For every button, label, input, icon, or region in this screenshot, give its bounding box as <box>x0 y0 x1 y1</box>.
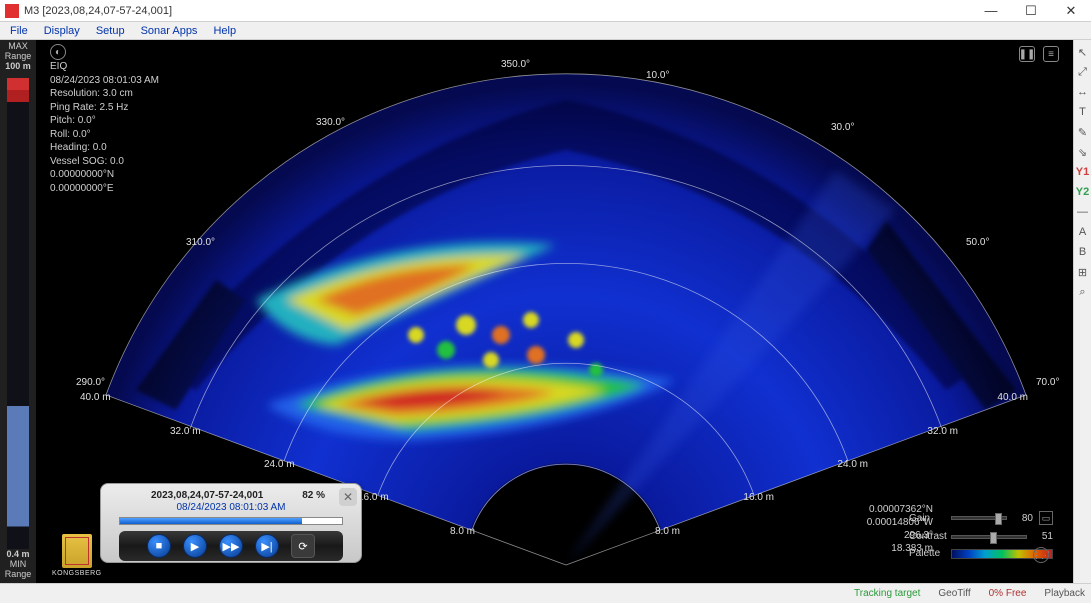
bearing-30: 30.0° <box>831 122 854 133</box>
contrast-value: 51 <box>1031 531 1053 542</box>
range-r-40: 40.0 m <box>997 392 1028 403</box>
bearing-290: 290.0° <box>76 377 105 388</box>
playback-close-button[interactable]: ✕ <box>339 488 357 506</box>
contrast-slider[interactable] <box>951 535 1027 539</box>
menu-setup[interactable]: Setup <box>88 23 133 39</box>
bearing-350: 350.0° <box>501 59 530 70</box>
status-free: 0% Free <box>989 588 1027 599</box>
tool-sep-icon: — <box>1075 204 1091 220</box>
vendor-label: KONGSBERG <box>52 570 102 577</box>
playback-play-button[interactable]: ▶ <box>183 534 207 558</box>
gain-value: 80 <box>1011 513 1033 524</box>
menu-sonar-apps[interactable]: Sonar Apps <box>133 23 206 39</box>
display-controls: Gain 80 ▭ Contrast 51 Palette ⋮⋰ <box>909 511 1053 565</box>
tool-b-icon[interactable]: B <box>1075 244 1091 260</box>
menu-display[interactable]: Display <box>36 23 88 39</box>
info-mode: EIQ <box>50 60 159 74</box>
playback-file-label: 2023,08,24,07-57-24,001 <box>151 490 263 501</box>
info-pingrate: Ping Rate: 2.5 Hz <box>50 101 159 115</box>
range-strip: MAX Range 100 m 0.4 m MIN Range <box>0 40 36 583</box>
tool-measure-icon[interactable]: ⇘ <box>1075 144 1091 160</box>
app-name: M3 <box>24 5 39 17</box>
tool-pan-icon[interactable]: ↔ <box>1075 84 1091 100</box>
info-lon: 0.00000000°E <box>50 182 159 196</box>
tool-y2-icon[interactable]: Y2 <box>1075 184 1091 200</box>
settings-icon[interactable]: ≡ <box>1043 46 1059 62</box>
bearing-310: 310.0° <box>186 237 215 248</box>
info-sog: Vessel SOG: 0.0 <box>50 155 159 169</box>
playback-percent: 82 % <box>302 490 325 501</box>
head-toggle-icon[interactable]: ◐ <box>50 44 66 60</box>
titlebar: M3 [2023,08,24,07-57-24,001] — ☐ ✕ <box>0 0 1091 22</box>
close-button[interactable]: ✕ <box>1051 0 1091 22</box>
kongsberg-badge-icon <box>62 534 92 568</box>
bearing-70: 70.0° <box>1036 377 1059 388</box>
range-l-8: 8.0 m <box>450 526 475 537</box>
playback-ffwd-button[interactable]: ▶▶ <box>219 534 243 558</box>
tool-text-icon[interactable]: T <box>1075 104 1091 120</box>
status-tracking: Tracking target <box>854 588 920 599</box>
range-color-scale[interactable] <box>7 78 29 550</box>
playback-time-label: 08/24/2023 08:01:03 AM <box>111 502 351 513</box>
tool-a-icon[interactable]: A <box>1075 224 1091 240</box>
contrast-label: Contrast <box>909 531 951 542</box>
tool-zoom-icon[interactable]: ⤢ <box>1075 64 1091 80</box>
status-mode: Playback <box>1044 588 1085 599</box>
gain-auto-icon[interactable]: ▭ <box>1039 511 1053 525</box>
tool-y1-icon[interactable]: Y1 <box>1075 164 1091 180</box>
tool-pointer-icon[interactable]: ↖ <box>1075 44 1091 60</box>
range-l-40: 40.0 m <box>80 392 111 403</box>
menubar: File Display Setup Sonar Apps Help <box>0 22 1091 40</box>
playback-loop-button[interactable]: ⟳ <box>291 534 315 558</box>
menu-help[interactable]: Help <box>205 23 244 39</box>
sonar-view[interactable]: 350.0° 10.0° 330.0° 30.0° 310.0° 50.0° 2… <box>36 40 1073 583</box>
title-suffix: [2023,08,24,07-57-24,001] <box>42 5 172 17</box>
signal-icon[interactable]: ⋮⋰ <box>1033 547 1049 563</box>
vendor-block: KONGSBERG <box>52 534 102 577</box>
range-r-24: 24.0 m <box>837 459 868 470</box>
playback-next-button[interactable]: ▶| <box>255 534 279 558</box>
right-toolbar: ↖ ⤢ ↔ T ✎ ⇘ Y1 Y2 — A B ⊞ ⌕ <box>1073 40 1091 583</box>
gain-slider[interactable] <box>951 516 1007 520</box>
playback-stop-button[interactable]: ■ <box>147 534 171 558</box>
tool-grid-icon[interactable]: ⊞ <box>1075 264 1091 280</box>
tool-draw-icon[interactable]: ✎ <box>1075 124 1091 140</box>
bearing-330: 330.0° <box>316 117 345 128</box>
app-icon <box>5 4 19 18</box>
tool-search-icon[interactable]: ⌕ <box>1075 284 1091 300</box>
status-geotiff: GeoTiff <box>938 588 970 599</box>
range-r-16: 16.0 m <box>743 492 774 503</box>
playback-progress[interactable] <box>119 517 343 525</box>
menu-file[interactable]: File <box>2 23 36 39</box>
info-pitch: Pitch: 0.0° <box>50 114 159 128</box>
pause-icon[interactable]: ❚❚ <box>1019 46 1035 62</box>
minimize-button[interactable]: — <box>971 0 1011 22</box>
info-roll: Roll: 0.0° <box>50 128 159 142</box>
range-l-16: 16.0 m <box>358 492 389 503</box>
info-heading: Heading: 0.0 <box>50 141 159 155</box>
max-range-value: 100 m <box>5 62 32 72</box>
main-area: MAX Range 100 m 0.4 m MIN Range <box>0 40 1091 583</box>
range-l-32: 32.0 m <box>170 426 201 437</box>
range-r-32: 32.0 m <box>927 426 958 437</box>
min-range-label2: Range <box>5 570 32 580</box>
palette-label: Palette <box>909 548 951 559</box>
info-lat: 0.00000000°N <box>50 168 159 182</box>
window-title: M3 [2023,08,24,07-57-24,001] <box>24 5 971 17</box>
gain-label: Gain <box>909 513 951 524</box>
range-r-8: 8.0 m <box>655 526 680 537</box>
maximize-button[interactable]: ☐ <box>1011 0 1051 22</box>
info-overlay: EIQ 08/24/2023 08:01:03 AM Resolution: 3… <box>50 60 159 195</box>
bearing-10: 10.0° <box>646 70 669 81</box>
info-resolution: Resolution: 3.0 cm <box>50 87 159 101</box>
statusbar: Tracking target GeoTiff 0% Free Playback <box>0 583 1091 603</box>
bearing-50: 50.0° <box>966 237 989 248</box>
info-timestamp: 08/24/2023 08:01:03 AM <box>50 74 159 88</box>
range-l-24: 24.0 m <box>264 459 295 470</box>
playback-panel: ✕ 2023,08,24,07-57-24,001 82 % 08/24/202… <box>100 483 362 563</box>
